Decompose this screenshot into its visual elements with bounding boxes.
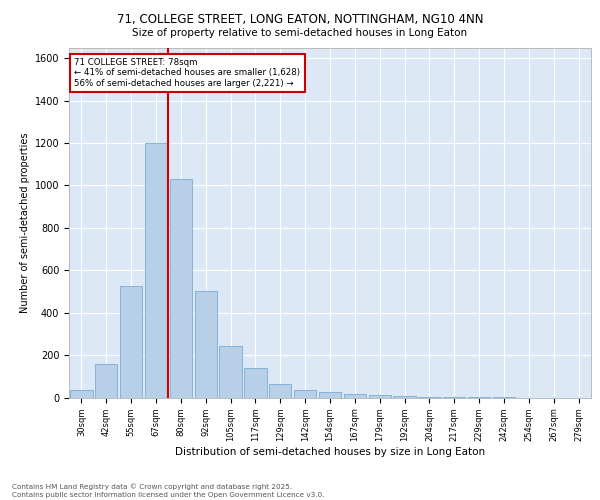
Bar <box>70 390 92 398</box>
Text: 71 COLLEGE STREET: 78sqm
← 41% of semi-detached houses are smaller (1,628)
56% o: 71 COLLEGE STREET: 78sqm ← 41% of semi-d… <box>74 58 300 88</box>
Text: 71, COLLEGE STREET, LONG EATON, NOTTINGHAM, NG10 4NN: 71, COLLEGE STREET, LONG EATON, NOTTINGH… <box>117 12 483 26</box>
Bar <box>418 397 440 398</box>
Bar <box>269 384 292 398</box>
Bar <box>194 292 217 398</box>
Bar <box>368 396 391 398</box>
Bar <box>244 368 266 398</box>
X-axis label: Distribution of semi-detached houses by size in Long Eaton: Distribution of semi-detached houses by … <box>175 446 485 456</box>
Bar <box>120 286 142 398</box>
Y-axis label: Number of semi-detached properties: Number of semi-detached properties <box>20 132 31 313</box>
Bar <box>95 364 118 398</box>
Bar <box>319 392 341 398</box>
Bar <box>394 396 416 398</box>
Bar <box>145 143 167 398</box>
Bar <box>344 394 366 398</box>
Bar <box>170 179 192 398</box>
Text: Contains HM Land Registry data © Crown copyright and database right 2025.
Contai: Contains HM Land Registry data © Crown c… <box>12 484 325 498</box>
Text: Size of property relative to semi-detached houses in Long Eaton: Size of property relative to semi-detach… <box>133 28 467 38</box>
Bar <box>220 346 242 398</box>
Bar <box>294 390 316 398</box>
